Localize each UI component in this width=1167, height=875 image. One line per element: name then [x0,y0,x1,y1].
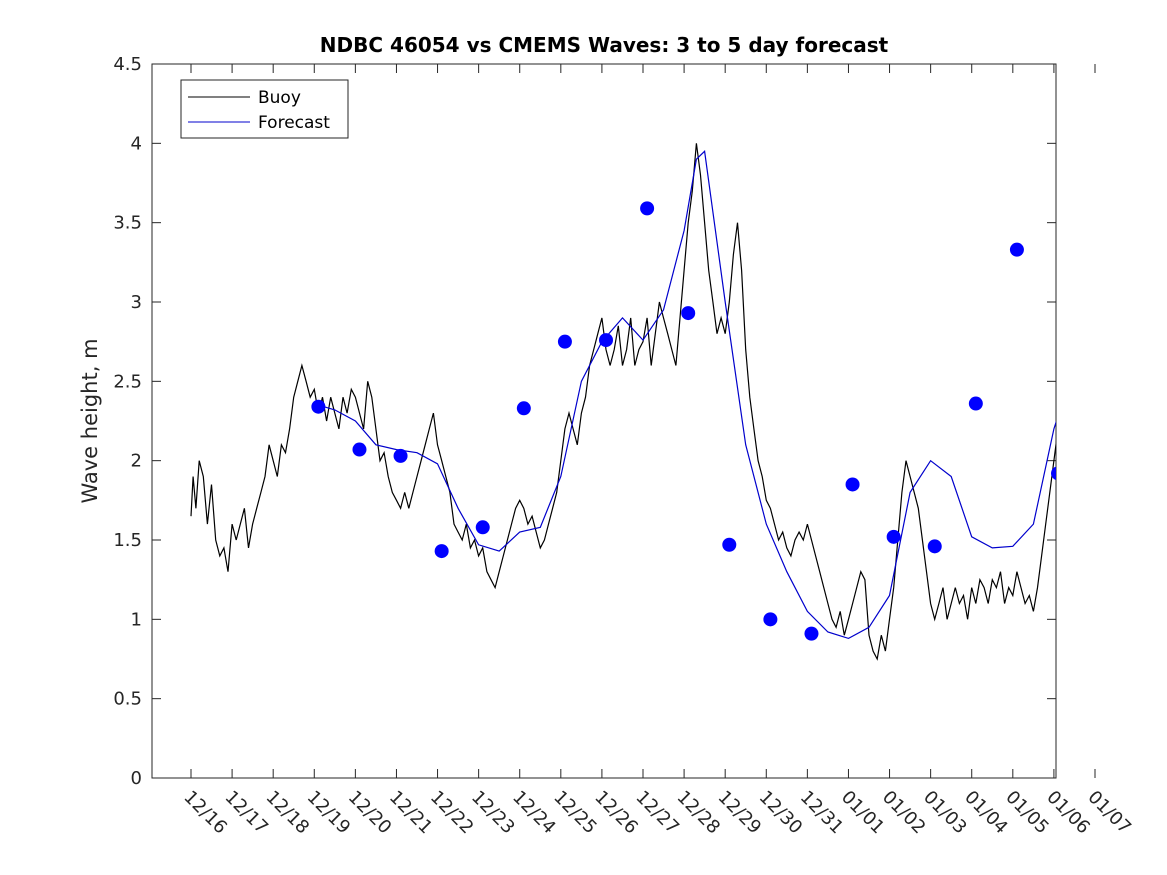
forecast-marker [845,477,860,492]
x-tick-label: 12/16 [179,787,231,839]
axes-box [151,63,1057,779]
forecast-marker [1051,466,1056,481]
forecast-marker [681,306,696,321]
forecast-marker [311,399,326,414]
x-tick-label: 01/02 [878,787,930,839]
x-tick-label: 12/30 [755,787,807,839]
x-tick-label: 12/28 [673,787,725,839]
x-tick-label: 12/21 [385,787,437,839]
series-line-forecast [318,150,1056,640]
data-layer [190,143,1056,661]
x-tick-label: 12/19 [303,787,355,839]
forecast-marker [352,442,367,457]
forecast-marker [1009,242,1024,257]
y-axis-label: Wave height, m [78,338,102,503]
y-tick-label: 2 [131,451,142,472]
x-tick-label: 12/24 [508,787,560,839]
forecast-marker [763,612,778,627]
legend-label-buoy: Buoy [258,88,301,108]
x-tick-label: 01/03 [919,787,971,839]
y-tick-label: 0.5 [113,689,142,710]
x-tick-label: 12/20 [344,787,396,839]
forecast-marker [927,539,942,554]
forecast-marker [516,401,531,416]
forecast-marker [393,448,408,463]
x-tick-label: 01/07 [1083,787,1135,839]
y-tick-label: 3 [131,292,142,313]
y-tick-label: 4.5 [113,54,142,75]
forecast-marker [968,396,983,411]
legend-label-forecast: Forecast [258,113,330,133]
x-tick-label: 01/05 [1001,787,1053,839]
x-tick-label: 12/26 [590,787,642,839]
x-tick-label: 12/29 [714,787,766,839]
forecast-marker [599,333,614,348]
x-tick-label: 12/17 [221,787,273,839]
y-tick-label: 4 [131,133,142,154]
x-tick-label: 01/04 [960,787,1012,839]
legend: Buoy Forecast [180,79,349,139]
x-tick-label: 12/27 [631,787,683,839]
y-tick-label: 1.5 [113,530,142,551]
forecast-marker [886,529,901,544]
chart-title: NDBC 46054 vs CMEMS Waves: 3 to 5 day fo… [320,33,889,57]
x-tick-label: 12/25 [549,787,601,839]
x-tick-label: 12/22 [426,787,478,839]
y-tick-label: 3.5 [113,213,142,234]
forecast-marker [640,201,655,216]
x-tick-label: 12/31 [796,787,848,839]
x-tick-label: 01/01 [837,787,889,839]
x-tick-label: 01/06 [1042,787,1094,839]
forecast-marker [434,544,449,559]
forecast-marker [722,537,737,552]
forecast-marker [804,626,819,641]
forecast-marker [557,334,572,349]
x-tick-label: 12/18 [262,787,314,839]
forecast-marker [475,520,490,535]
y-tick-label: 1 [131,609,142,630]
y-tick-label: 0 [131,768,142,789]
series-line-buoy [190,143,1056,661]
legend-box [180,79,349,139]
y-tick-label: 2.5 [113,371,142,392]
x-tick-label: 12/23 [467,787,519,839]
plot-area: 0 0.5 1 1.5 2 2.5 3 3.5 4 4.5 12/1612/1712/1812/19… [113,54,1135,839]
